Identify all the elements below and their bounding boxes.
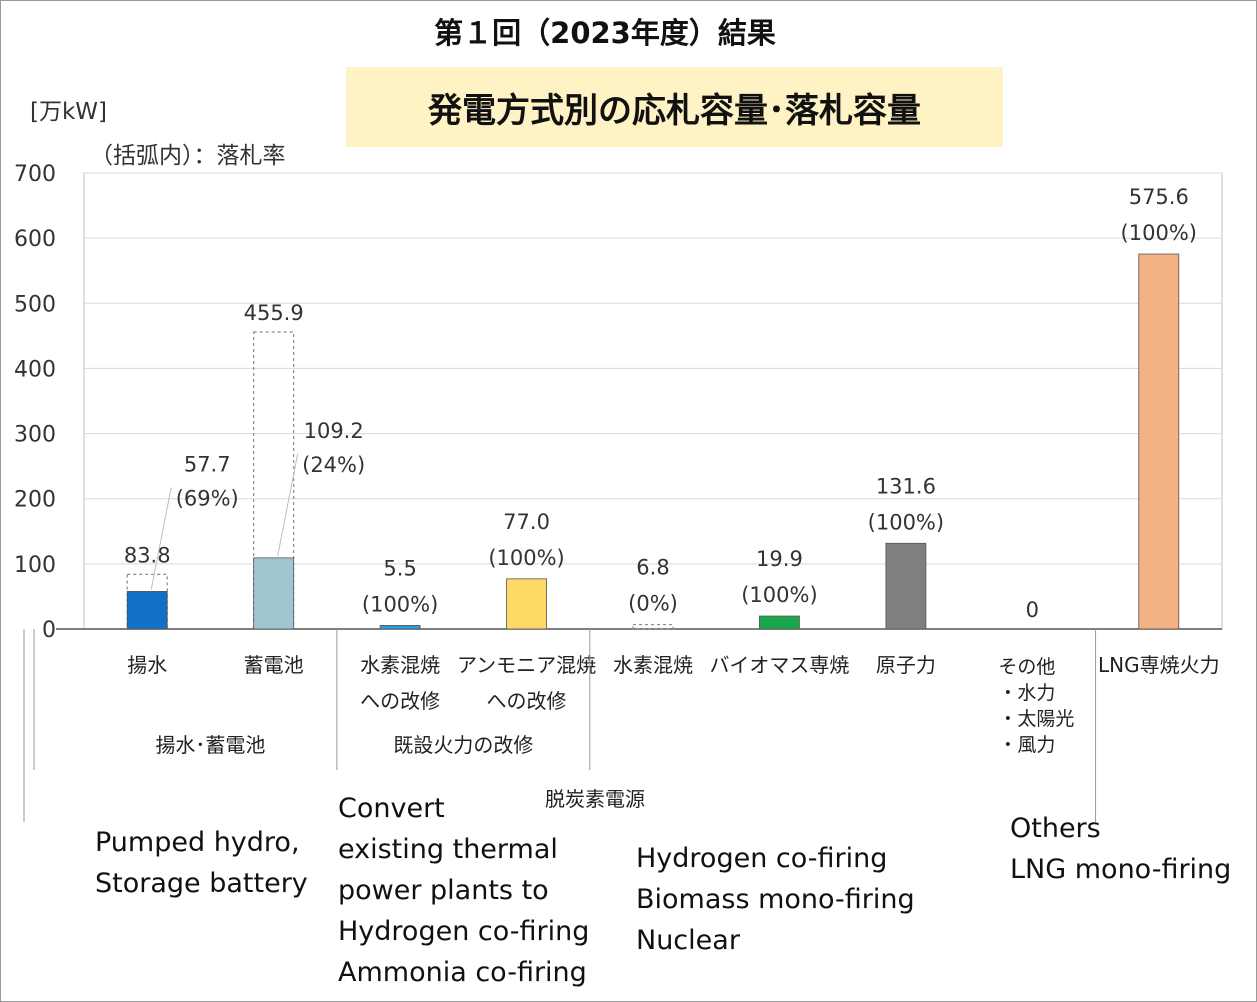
category-label: LNG専焼火力 xyxy=(1098,653,1220,677)
awarded-capacity-bar xyxy=(506,578,547,630)
award-rate-label: (100%) xyxy=(868,510,944,534)
awarded-capacity-bar xyxy=(885,542,927,630)
award-rate-label: (100%) xyxy=(488,546,564,570)
bid-value-label: 83.8 xyxy=(124,543,171,567)
subtitle-text: 発電方式別の応札容量･落札容量 xyxy=(428,90,921,131)
english-note-thermal-conversion: Convert existing thermal power plants to… xyxy=(338,793,590,988)
awarded-value-label: 57.7 xyxy=(184,452,231,476)
english-note-pumped-storage: Pumped hydro, Storage battery xyxy=(95,827,308,899)
bid-value-label: 0 xyxy=(1026,598,1039,622)
bid-value-label: 131.6 xyxy=(876,474,936,498)
category-label: 水素混焼 xyxy=(360,653,440,677)
bid-capacity-bar xyxy=(632,623,674,630)
category-label: ・水力 xyxy=(998,682,1055,704)
category-label: その他 xyxy=(998,656,1055,678)
english-note-decarbonized: Hydrogen co-firing Biomass mono-firing N… xyxy=(636,843,915,956)
english-note-others-lng: Others LNG mono-firing xyxy=(1010,813,1232,885)
group-label: 脱炭素電源 xyxy=(545,787,645,811)
bid-value-label: 5.5 xyxy=(383,556,416,580)
award-rate-label: (69%) xyxy=(176,486,239,510)
awarded-capacity-bar xyxy=(1138,253,1180,630)
awarded-capacity-bar xyxy=(379,625,421,630)
category-label: バイオマス専焼 xyxy=(709,653,849,677)
y-tick-label: 400 xyxy=(14,357,56,382)
y-tick-label: 700 xyxy=(14,162,56,187)
awarded-value-label: 109.2 xyxy=(304,419,364,443)
y-tick-label: 500 xyxy=(14,292,56,317)
bid-value-label: 575.6 xyxy=(1129,185,1189,209)
category-label: 蓄電池 xyxy=(244,653,304,677)
award-rate-label: (100%) xyxy=(741,583,817,607)
y-tick-label: 600 xyxy=(14,227,56,252)
leader-line xyxy=(150,487,172,590)
bid-value-label: 19.9 xyxy=(756,547,803,571)
bid-value-label: 6.8 xyxy=(636,556,669,580)
rate-note-label: （括弧内）：落札率 xyxy=(90,143,286,169)
category-label: ・太陽光 xyxy=(998,708,1074,730)
category-label: アンモニア混焼 xyxy=(457,653,596,677)
subtitle-banner: 発電方式別の応札容量･落札容量 xyxy=(346,67,1003,147)
category-label: 水素混焼 xyxy=(613,653,693,677)
award-rate-label: (100%) xyxy=(362,592,438,616)
award-rate-label: (0%) xyxy=(628,592,678,616)
bid-value-label: 77.0 xyxy=(503,510,550,534)
award-rate-label: (24%) xyxy=(302,453,365,477)
category-label: への改修 xyxy=(487,689,567,713)
y-tick-label: 100 xyxy=(14,553,56,578)
awarded-capacity-bar xyxy=(253,557,295,630)
category-label: ・風力 xyxy=(998,734,1055,756)
award-rate-label: (100%) xyxy=(1121,221,1197,245)
y-tick-label: 0 xyxy=(42,618,56,643)
group-label: 揚水･蓄電池 xyxy=(155,733,265,757)
group-label: 既設火力の改修 xyxy=(393,733,533,757)
y-unit-label: [万kW] xyxy=(30,99,108,125)
y-tick-label: 200 xyxy=(14,488,56,513)
bid-value-label: 455.9 xyxy=(244,301,304,325)
y-tick-label: 300 xyxy=(14,423,56,448)
category-label: 揚水 xyxy=(127,653,167,677)
leader-line xyxy=(277,453,299,556)
awarded-capacity-bar xyxy=(759,615,800,630)
awarded-capacity-bar xyxy=(126,591,168,630)
main-title: 第１回（2023年度）結果 xyxy=(434,16,776,50)
category-label: 原子力 xyxy=(876,653,936,677)
category-label: への改修 xyxy=(360,689,440,713)
